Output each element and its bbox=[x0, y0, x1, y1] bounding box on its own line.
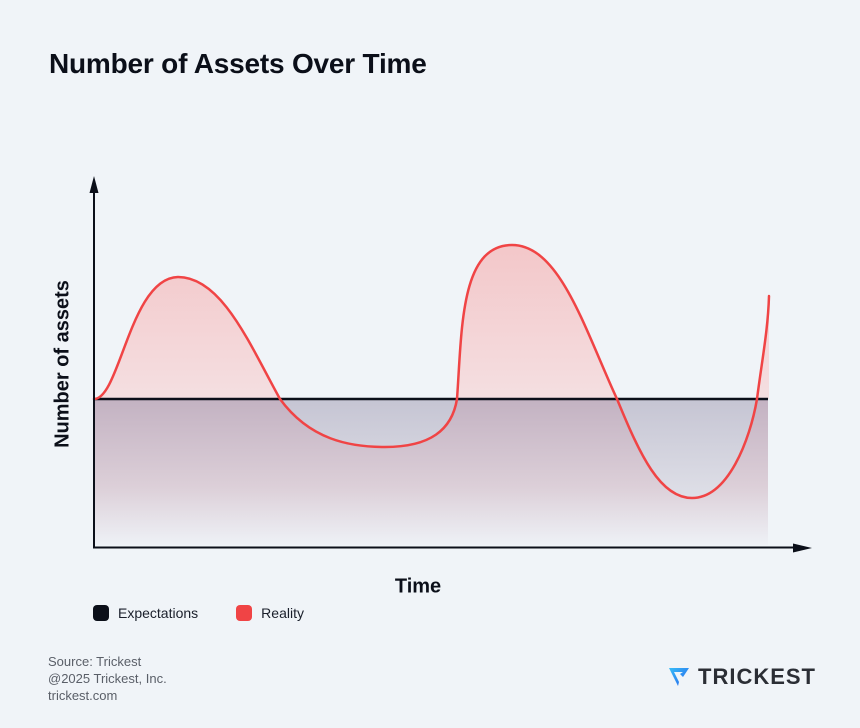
legend: Expectations Reality bbox=[93, 605, 342, 621]
trickest-logo-icon bbox=[669, 668, 689, 686]
y-axis-arrow-icon bbox=[89, 176, 99, 193]
legend-label-reality: Reality bbox=[261, 605, 304, 621]
brand-name: TRICKEST bbox=[698, 664, 816, 689]
copyright-text: @2025 Trickest, Inc. bbox=[48, 671, 167, 686]
y-axis-label: Number of assets bbox=[51, 280, 74, 448]
chart-title: Number of Assets Over Time bbox=[49, 48, 427, 79]
expectations-swatch-icon bbox=[93, 605, 109, 621]
website-text: trickest.com bbox=[48, 688, 118, 703]
reality-area-above bbox=[94, 245, 769, 399]
source-text: Source: Trickest bbox=[48, 654, 142, 669]
x-axis-arrow-icon bbox=[793, 543, 812, 553]
reality-area-below bbox=[280, 399, 757, 498]
x-axis-label: Time bbox=[394, 575, 442, 598]
reality-line bbox=[92, 243, 771, 500]
footer: Source: Trickest @2025 Trickest, Inc. tr… bbox=[48, 653, 167, 704]
legend-item-expectations: Expectations bbox=[93, 605, 198, 621]
brand-logo: TRICKEST bbox=[668, 664, 816, 690]
reality-swatch-icon bbox=[236, 605, 253, 621]
legend-item-reality: Reality bbox=[236, 605, 304, 621]
legend-label-expectations: Expectations bbox=[118, 605, 199, 621]
